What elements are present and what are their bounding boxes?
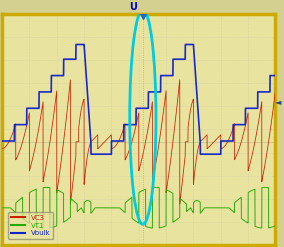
Legend: VC3, VT1, Vbulk: VC3, VT1, Vbulk (8, 212, 53, 239)
Text: ◄: ◄ (275, 97, 282, 106)
Text: U: U (129, 2, 137, 12)
